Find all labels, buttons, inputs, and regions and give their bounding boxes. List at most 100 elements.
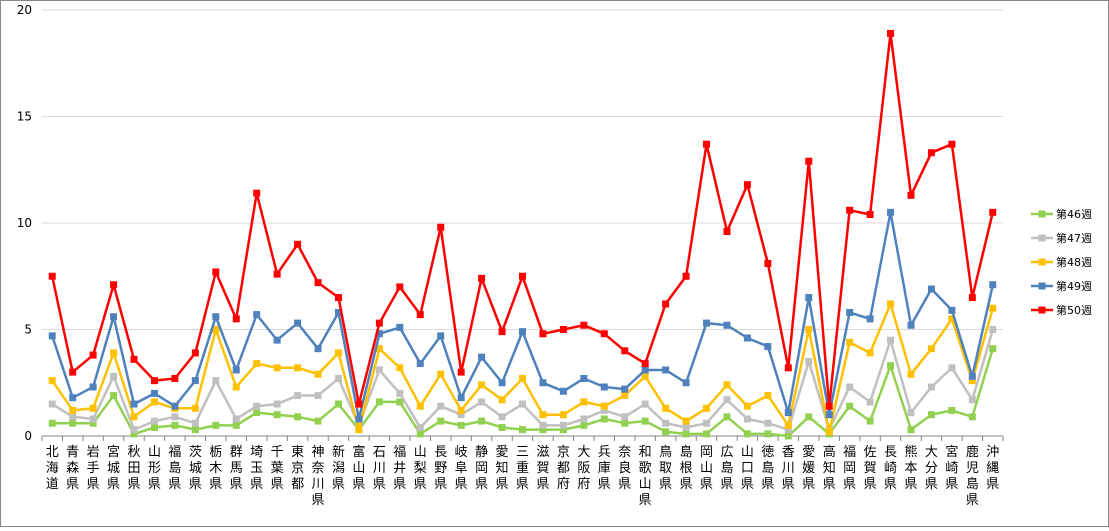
data-point	[478, 398, 486, 406]
legend-marker	[1038, 210, 1046, 218]
data-point	[621, 392, 629, 400]
data-point	[600, 406, 608, 414]
x-tick-label: 群馬県	[230, 445, 243, 492]
data-point	[191, 426, 199, 434]
data-point	[171, 402, 179, 410]
x-tick-labels: 北海道青森県岩手県宮城県秋田県山形県福島県茨城県栃木県群馬県埼玉県千葉県東京都神…	[46, 444, 1000, 508]
data-point	[355, 400, 363, 408]
x-tick-label: 富山県	[352, 444, 365, 492]
data-point	[784, 426, 792, 434]
data-point	[682, 272, 690, 280]
data-point	[927, 411, 935, 419]
data-point	[478, 353, 486, 361]
x-tick-label: 埼玉県	[250, 445, 263, 492]
data-point	[621, 385, 629, 393]
data-point	[539, 379, 547, 387]
data-point	[212, 326, 220, 333]
legend-item: 第50週	[1031, 303, 1092, 317]
data-point	[191, 419, 199, 427]
data-point	[273, 400, 281, 408]
data-point	[948, 406, 956, 414]
data-point	[805, 157, 813, 165]
data-point	[703, 404, 711, 412]
data-point	[273, 270, 281, 278]
axes: 0 5 10 15 20	[17, 3, 1004, 443]
data-point	[110, 392, 118, 400]
data-point	[519, 328, 526, 336]
data-point	[580, 398, 588, 406]
data-point	[191, 404, 199, 412]
data-point	[69, 406, 77, 414]
data-point	[682, 417, 690, 425]
data-point	[621, 347, 629, 355]
x-tick-label: 秋田県	[128, 445, 141, 492]
x-tick-label: 鹿児島県	[966, 444, 979, 508]
series-2	[48, 326, 997, 434]
x-tick-label: 香川県	[782, 445, 795, 492]
data-point	[416, 360, 424, 368]
data-point	[559, 326, 567, 333]
data-point	[212, 268, 220, 276]
data-point	[948, 306, 956, 314]
x-tick-label: 福井県	[393, 445, 406, 492]
data-point	[764, 259, 772, 267]
y-tick-label: 5	[24, 323, 32, 337]
data-point	[703, 140, 711, 148]
data-point	[150, 389, 158, 397]
data-point	[968, 372, 976, 380]
data-point	[89, 419, 97, 427]
x-tick-label: 和歌山県	[639, 445, 652, 508]
data-point	[437, 332, 445, 340]
legend-label: 第46週	[1056, 207, 1092, 221]
data-point	[314, 345, 322, 353]
data-point	[641, 400, 649, 408]
data-point	[314, 417, 322, 425]
x-tick-label: 千葉県	[271, 445, 284, 492]
data-point	[887, 300, 895, 308]
x-tick-label: 島根県	[680, 445, 693, 492]
data-point	[907, 426, 915, 434]
data-point	[764, 343, 772, 351]
data-point	[89, 415, 97, 423]
data-point	[48, 332, 56, 340]
data-point	[232, 415, 240, 423]
legend-item: 第47週	[1031, 231, 1092, 245]
x-tick-label: 静岡県	[475, 445, 488, 492]
data-point	[600, 402, 608, 410]
data-point	[723, 381, 731, 389]
x-tick-label: 長崎県	[884, 445, 897, 492]
data-point	[805, 413, 813, 421]
data-point	[416, 423, 424, 431]
data-point	[723, 396, 731, 404]
legend-marker	[1038, 282, 1046, 290]
data-point	[539, 426, 547, 434]
data-point	[580, 421, 588, 429]
data-point	[723, 321, 731, 329]
x-tick-label: 沖縄県	[986, 445, 999, 492]
data-point	[48, 272, 56, 280]
y-tick-label: 0	[24, 429, 32, 443]
data-point	[927, 285, 935, 293]
data-point	[48, 400, 56, 408]
x-tick-label: 岩手県	[87, 445, 100, 492]
data-point	[130, 426, 138, 434]
x-tick-label: 徳島県	[761, 445, 774, 492]
x-tick-label: 大分県	[925, 445, 938, 492]
data-point	[334, 294, 342, 302]
data-point	[498, 413, 506, 421]
data-point	[887, 362, 895, 370]
data-point	[519, 400, 526, 408]
data-point	[539, 411, 547, 419]
data-point	[191, 349, 199, 357]
data-point	[927, 149, 935, 157]
data-point	[355, 415, 363, 423]
data-point	[232, 366, 240, 374]
data-point	[846, 402, 854, 410]
x-tick-label: 高知県	[823, 444, 836, 492]
data-point	[682, 430, 690, 438]
x-tick-label: 三重県	[516, 445, 529, 492]
data-point	[416, 430, 424, 438]
x-tick-label: 愛媛県	[802, 445, 815, 492]
x-tick-label: 愛知県	[496, 445, 509, 492]
